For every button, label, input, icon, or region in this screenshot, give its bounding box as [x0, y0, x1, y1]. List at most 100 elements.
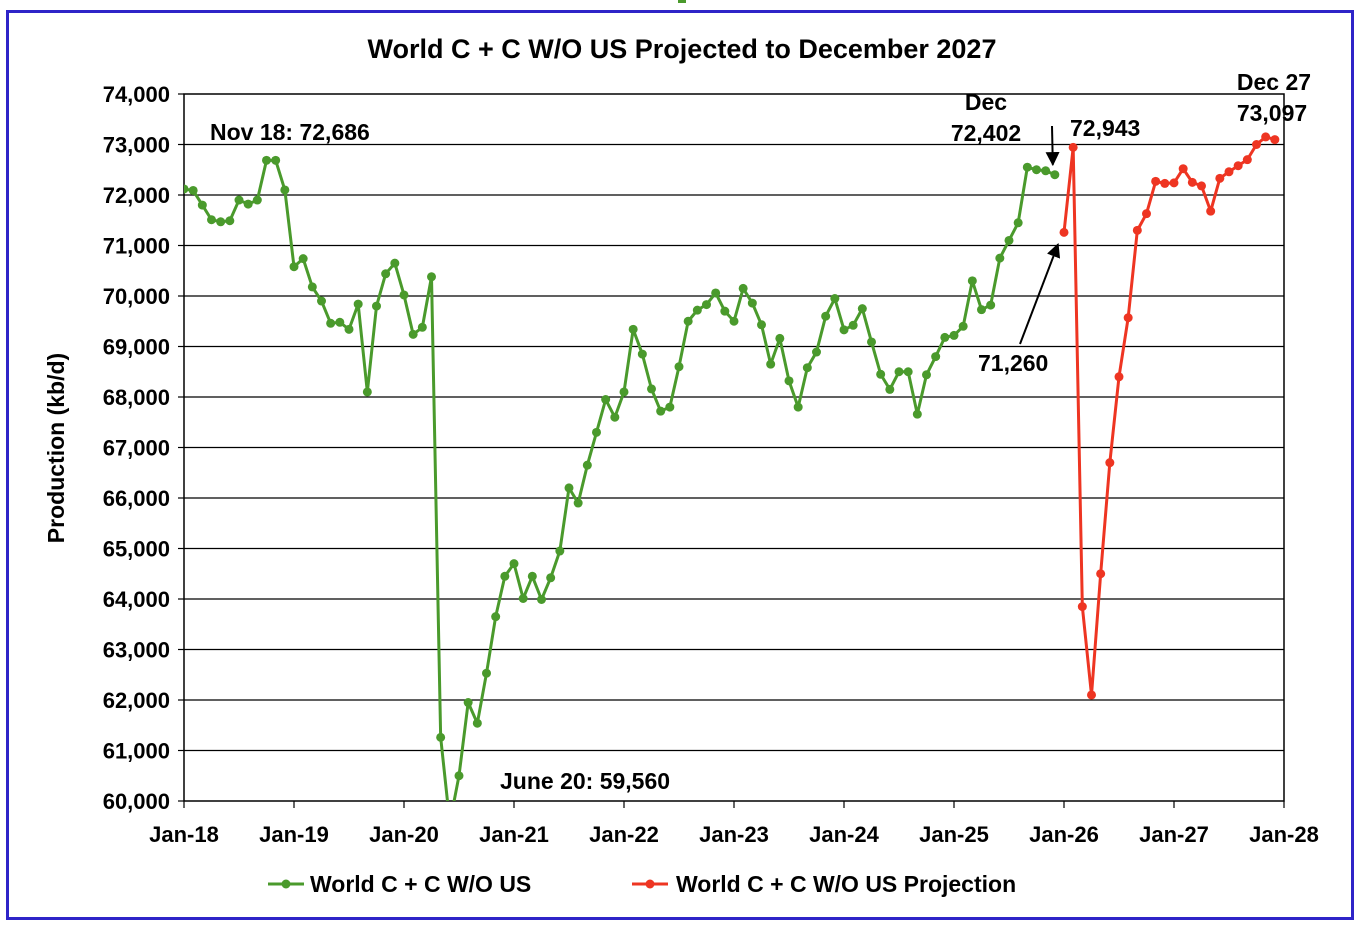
actual-point — [518, 593, 528, 603]
actual-point — [454, 771, 464, 781]
actual-point — [711, 288, 721, 298]
projection-point — [1206, 206, 1216, 216]
legend-swatch-marker — [281, 879, 291, 889]
projection-point — [1169, 178, 1179, 188]
y-tick-label: 62,000 — [103, 688, 170, 713]
actual-point — [417, 322, 427, 332]
y-axis-label: Production (kb/d) — [43, 353, 69, 543]
projection-point — [1197, 181, 1206, 191]
actual-point — [390, 258, 400, 268]
projection-point — [1068, 142, 1078, 152]
actual-point — [262, 155, 271, 165]
data-series — [184, 132, 1280, 828]
actual-point — [784, 376, 794, 386]
actual-point — [656, 406, 666, 416]
x-tick-label: Jan-28 — [1249, 822, 1319, 847]
actual-point — [271, 155, 281, 165]
projection-point — [1105, 458, 1115, 468]
actual-point — [381, 269, 391, 279]
actual-point — [747, 298, 757, 308]
actual-point — [445, 819, 454, 828]
projection-point — [1087, 690, 1096, 700]
x-tick-label: Jan-22 — [589, 822, 659, 847]
actual-point — [582, 460, 592, 470]
actual-point — [326, 318, 336, 328]
x-tick-label: Jan-19 — [259, 822, 329, 847]
actual-point — [977, 305, 986, 315]
actual-point — [912, 409, 922, 419]
y-tick-label: 66,000 — [103, 486, 170, 511]
annotation-dec-label: Dec — [965, 89, 1007, 115]
actual-point — [491, 612, 501, 622]
x-tick-label: Jan-25 — [919, 822, 989, 847]
actual-point — [408, 329, 418, 339]
actual-point — [289, 262, 299, 272]
actual-point — [702, 300, 711, 310]
projection-point — [1160, 178, 1170, 188]
actual-point — [500, 571, 510, 581]
actual-point — [637, 349, 647, 359]
projection-point — [1242, 155, 1252, 165]
actual-point — [995, 253, 1005, 263]
legend-label-actual: World C + C W/O US — [310, 871, 531, 897]
actual-point — [940, 332, 950, 342]
actual-point — [298, 254, 308, 264]
annotations: Nov 18: 72,686 June 20: 59,560 Dec 72,402 72… — [210, 69, 1311, 794]
actual-point — [885, 384, 895, 394]
actual-point — [665, 402, 675, 412]
actual-point — [216, 217, 226, 227]
actual-point — [610, 412, 620, 422]
actual-point — [692, 305, 702, 315]
actual-point — [867, 337, 876, 347]
y-tick-label: 65,000 — [103, 537, 170, 562]
actual-point — [949, 330, 959, 340]
actual-point — [1004, 235, 1014, 245]
projection-point — [1096, 569, 1106, 579]
projection-point — [1252, 140, 1261, 149]
actual-point — [234, 195, 244, 205]
actual-point — [848, 320, 858, 330]
actual-point — [839, 325, 849, 335]
actual-point — [1041, 166, 1051, 176]
y-tick-label: 69,000 — [103, 335, 170, 360]
x-tick-label: Jan-27 — [1139, 822, 1209, 847]
actual-point — [903, 367, 913, 377]
legend: World C + C W/O US World C + C W/O US Pro… — [268, 871, 1016, 897]
actual-point — [362, 387, 372, 397]
actual-point — [317, 296, 326, 306]
projection-point — [1215, 173, 1225, 183]
x-tick-label: Jan-18 — [149, 822, 219, 847]
actual-point — [564, 483, 574, 493]
actual-point — [527, 571, 537, 581]
projection-point — [1077, 602, 1087, 612]
actual-point — [876, 369, 886, 379]
arrow-jan26 — [1019, 243, 1061, 345]
actual-point — [252, 195, 262, 205]
actual-point — [592, 427, 601, 437]
actual-point — [537, 595, 546, 605]
arrow-dec — [1045, 125, 1060, 167]
legend-label-projection: World C + C W/O US Projection — [676, 871, 1016, 897]
actual-point — [628, 324, 638, 334]
projection-point — [1132, 225, 1142, 235]
y-tick-label: 67,000 — [103, 436, 170, 461]
projection-point — [1151, 176, 1161, 186]
projection-point — [1059, 227, 1069, 237]
actual-point — [1032, 165, 1041, 175]
projection-point — [1224, 167, 1234, 177]
annotation-nov18-peak: Nov 18: 72,686 — [210, 119, 370, 145]
actual-point — [738, 283, 748, 293]
annotation-dec27-value: 73,097 — [1237, 100, 1307, 126]
actual-point — [225, 216, 235, 226]
actual-point — [436, 732, 446, 742]
projection-point — [1142, 209, 1151, 219]
projection-point — [1187, 177, 1197, 187]
x-tick-label: Jan-23 — [699, 822, 769, 847]
y-tick-label: 71,000 — [103, 234, 170, 259]
annotation-dec-value: 72,402 — [951, 120, 1021, 146]
actual-point — [922, 370, 931, 380]
chart-title: World C + C W/O US Projected to December… — [368, 34, 997, 64]
actual-point — [197, 200, 207, 210]
annotation-peak-projection: 72,943 — [1070, 115, 1140, 141]
